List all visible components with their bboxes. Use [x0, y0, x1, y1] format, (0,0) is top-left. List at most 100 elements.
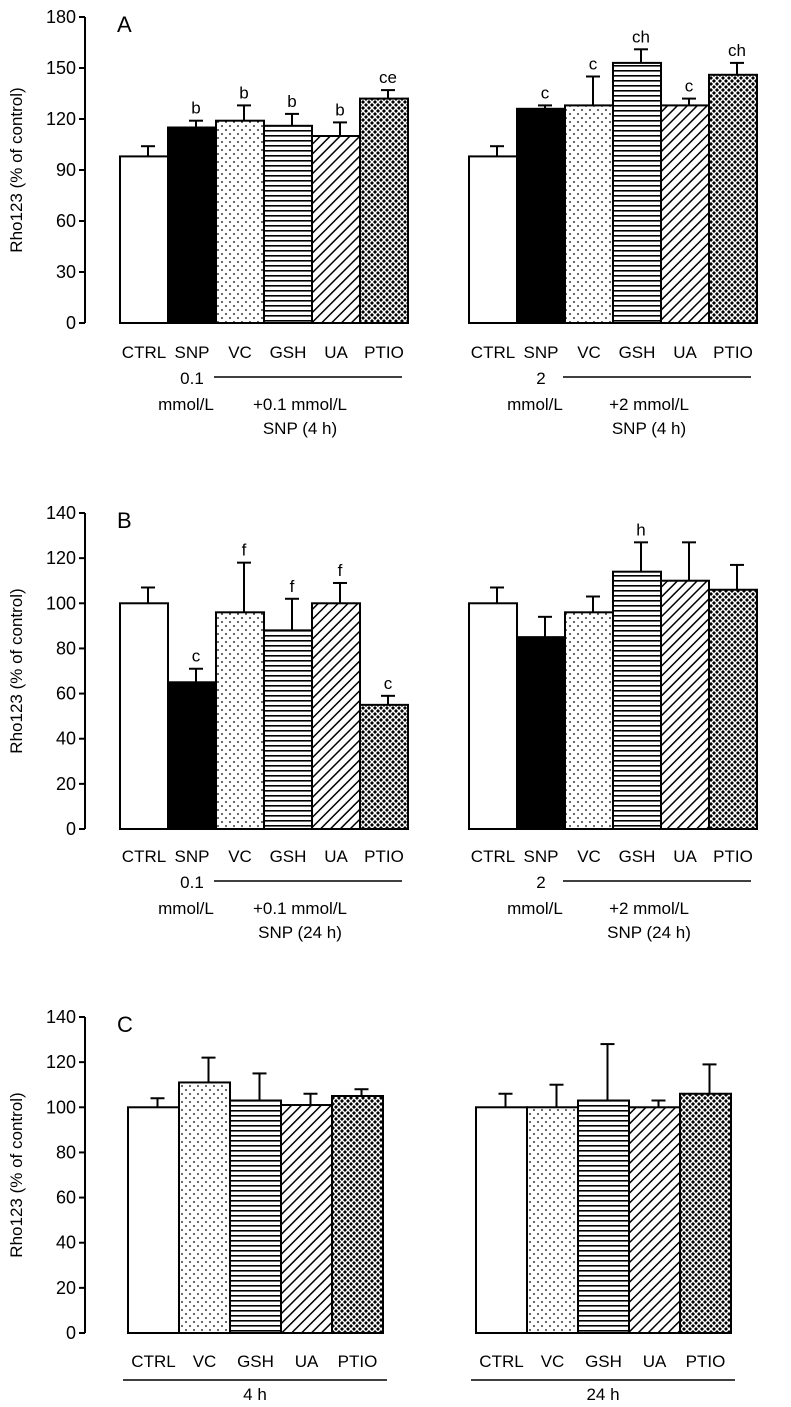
significance-label: c	[685, 77, 694, 96]
category-label: SNP	[175, 343, 210, 362]
significance-label: f	[290, 577, 295, 596]
category-label: VC	[541, 1352, 565, 1371]
dose-unit-label: mmol/L	[507, 899, 563, 918]
y-tick-label: 60	[56, 684, 76, 704]
bar-vc	[215, 119, 265, 324]
bar-ptio	[708, 73, 758, 324]
significance-label: f	[338, 561, 343, 580]
significance-label: f	[242, 541, 247, 560]
category-label: VC	[228, 847, 252, 866]
dose-label: 2	[536, 873, 545, 892]
panel-label: C	[117, 1012, 133, 1037]
dose-label: 0.1	[180, 873, 204, 892]
time-label: 24 h	[586, 1385, 619, 1404]
category-label: PTIO	[364, 847, 404, 866]
bar-vc	[178, 1081, 231, 1335]
category-label: CTRL	[471, 847, 515, 866]
bar-gsh	[612, 61, 662, 325]
bar-vc	[215, 611, 265, 830]
category-label: GSH	[619, 847, 656, 866]
category-label: GSH	[237, 1352, 274, 1371]
bar-snp	[167, 126, 217, 324]
bar-ptio	[359, 97, 409, 324]
y-tick-label: 120	[46, 1052, 76, 1072]
bar-ua	[311, 135, 361, 324]
bar-ua	[628, 1106, 681, 1335]
category-label: PTIO	[713, 847, 753, 866]
category-label: PTIO	[686, 1352, 726, 1371]
y-axis-title: Rho123 (% of control)	[7, 588, 26, 753]
bar-ua	[660, 579, 710, 831]
dose-unit-label: mmol/L	[507, 395, 563, 414]
time-label: 4 h	[243, 1385, 267, 1404]
y-tick-label: 180	[46, 7, 76, 27]
bar-snp	[516, 107, 566, 324]
category-label: UA	[324, 343, 348, 362]
bar-ua	[660, 104, 710, 325]
treatment-label: +2 mmol/L	[609, 899, 689, 918]
panel-B: 0 20 40 60 80 100 120 140 Rho123 (% of control) B…	[7, 503, 758, 942]
dose-unit-label: mmol/L	[158, 899, 214, 918]
significance-label: ch	[632, 27, 650, 46]
bar-snp	[167, 681, 217, 830]
significance-label: c	[589, 55, 598, 74]
category-label: CTRL	[122, 343, 166, 362]
bar-ptio	[708, 588, 758, 830]
category-label: SNP	[524, 847, 559, 866]
treatment-time-label: SNP (24 h)	[607, 923, 691, 942]
category-label: CTRL	[131, 1352, 175, 1371]
y-tick-label: 0	[66, 1323, 76, 1343]
y-tick-label: 100	[46, 593, 76, 613]
y-tick-label: 30	[56, 262, 76, 282]
y-axis-title: Rho123 (% of control)	[7, 87, 26, 252]
bar-vc	[564, 611, 614, 830]
category-label: VC	[577, 847, 601, 866]
category-label: PTIO	[338, 1352, 378, 1371]
treatment-label: +2 mmol/L	[609, 395, 689, 414]
bar-ctrl	[475, 1106, 528, 1335]
bar-ctrl	[468, 602, 518, 830]
y-tick-label: 120	[46, 109, 76, 129]
dose-unit-label: mmol/L	[158, 395, 214, 414]
category-label: VC	[193, 1352, 217, 1371]
bar-vc	[526, 1106, 579, 1335]
bar-ptio	[331, 1095, 384, 1334]
category-label: GSH	[270, 343, 307, 362]
bar-snp	[516, 636, 566, 831]
category-label: UA	[673, 343, 697, 362]
y-tick-label: 60	[56, 211, 76, 231]
y-tick-label: 60	[56, 1188, 76, 1208]
category-label: UA	[295, 1352, 319, 1371]
treatment-label: +0.1 mmol/L	[253, 395, 347, 414]
category-label: UA	[643, 1352, 667, 1371]
category-label: VC	[228, 343, 252, 362]
category-label: PTIO	[364, 343, 404, 362]
category-label: PTIO	[713, 343, 753, 362]
y-tick-label: 0	[66, 819, 76, 839]
category-label: UA	[324, 847, 348, 866]
bar-gsh	[263, 629, 313, 830]
y-tick-label: 80	[56, 1142, 76, 1162]
category-label: GSH	[270, 847, 307, 866]
bar-ua	[280, 1104, 333, 1334]
category-label: VC	[577, 343, 601, 362]
dose-label: 2	[536, 369, 545, 388]
y-tick-label: 120	[46, 548, 76, 568]
y-tick-label: 0	[66, 313, 76, 333]
category-label: CTRL	[122, 847, 166, 866]
y-tick-label: 140	[46, 503, 76, 523]
significance-label: b	[239, 83, 248, 102]
bar-ctrl	[127, 1106, 180, 1335]
significance-label: ch	[728, 41, 746, 60]
treatment-time-label: SNP (24 h)	[258, 923, 342, 942]
bar-ptio	[679, 1092, 732, 1334]
y-tick-label: 90	[56, 160, 76, 180]
bar-ptio	[359, 703, 409, 830]
category-label: SNP	[175, 847, 210, 866]
bar-ua	[311, 602, 361, 830]
y-tick-label: 80	[56, 638, 76, 658]
significance-label: b	[191, 99, 200, 118]
treatment-label: +0.1 mmol/L	[253, 899, 347, 918]
y-tick-label: 140	[46, 1007, 76, 1027]
